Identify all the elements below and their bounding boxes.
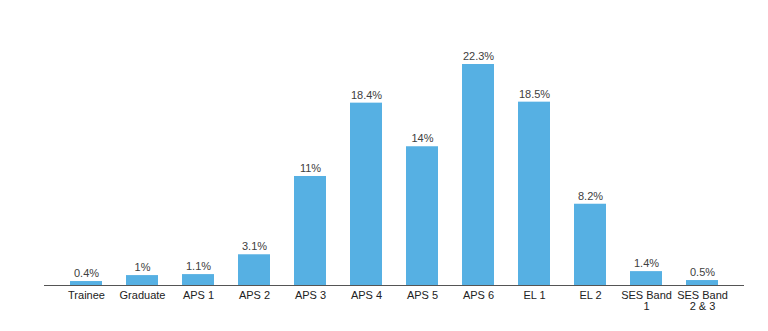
svg-text:APS 3: APS 3	[295, 289, 326, 301]
svg-text:EL 1: EL 1	[523, 289, 545, 301]
svg-text:EL 2: EL 2	[579, 289, 601, 301]
svg-text:22.3%: 22.3%	[463, 50, 494, 62]
svg-text:8.2%: 8.2%	[578, 190, 603, 202]
svg-text:APS 5: APS 5	[407, 289, 438, 301]
svg-text:0.5%: 0.5%	[690, 266, 715, 278]
svg-text:APS 6: APS 6	[463, 289, 494, 301]
svg-text:18.5%: 18.5%	[519, 88, 550, 100]
svg-text:18.4%: 18.4%	[351, 89, 382, 101]
svg-text:APS 2: APS 2	[239, 289, 270, 301]
svg-text:1.4%: 1.4%	[634, 257, 659, 269]
svg-text:14%: 14%	[411, 132, 433, 144]
svg-text:SES Band1: SES Band1	[621, 289, 672, 312]
svg-text:APS 1: APS 1	[183, 289, 214, 301]
svg-text:3.1%: 3.1%	[242, 240, 267, 252]
svg-text:APS 4: APS 4	[351, 289, 382, 301]
svg-text:1.1%: 1.1%	[186, 260, 211, 272]
svg-text:1%: 1%	[135, 261, 151, 273]
svg-text:SES Band2 & 3: SES Band2 & 3	[677, 289, 728, 312]
svg-text:Graduate: Graduate	[120, 289, 166, 301]
svg-text:11%: 11%	[300, 162, 321, 174]
svg-text:0.4%: 0.4%	[74, 267, 99, 279]
svg-text:Trainee: Trainee	[68, 289, 105, 301]
